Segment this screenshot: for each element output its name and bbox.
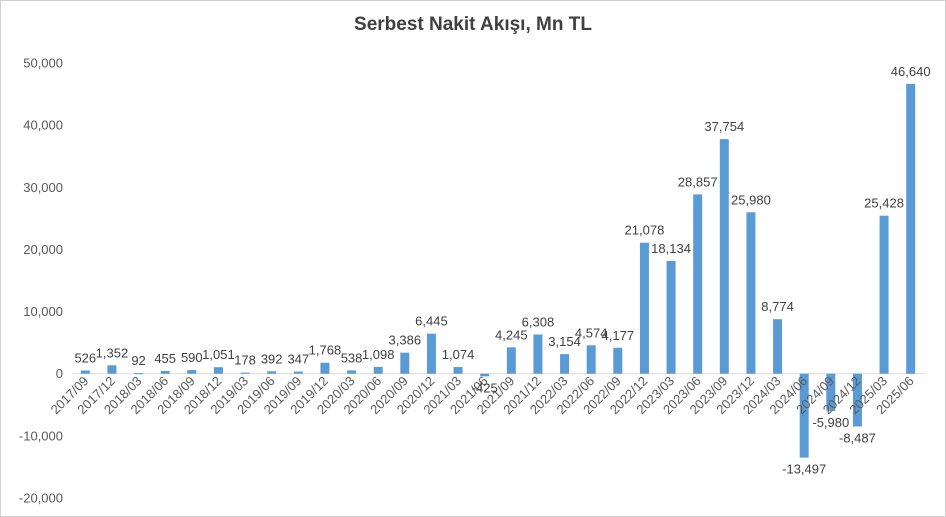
bar — [506, 347, 516, 374]
bar — [746, 212, 756, 374]
bar — [533, 334, 543, 374]
data-label: 1,352 — [96, 345, 129, 360]
bar — [666, 261, 676, 374]
bar — [906, 83, 916, 374]
data-label: 6,445 — [415, 314, 448, 329]
data-label: 37,754 — [704, 119, 744, 134]
chart-title: Serbest Nakit Akışı, Mn TL — [354, 14, 592, 35]
data-label: 6,308 — [522, 315, 555, 330]
bar — [879, 215, 889, 374]
bar — [453, 367, 463, 374]
data-label: 3,386 — [389, 333, 422, 348]
data-label: 21,078 — [625, 223, 665, 238]
bar — [107, 365, 117, 374]
bar — [560, 354, 570, 374]
y-tick-label: 40,000 — [23, 118, 63, 133]
y-tick-label: -10,000 — [19, 428, 63, 443]
data-label: 4,177 — [602, 328, 635, 343]
data-label: 28,857 — [678, 174, 718, 189]
bar — [134, 373, 144, 375]
data-label: 538 — [341, 350, 363, 365]
data-label: 392 — [261, 351, 283, 366]
data-label: 1,051 — [202, 347, 235, 362]
bar — [400, 352, 410, 374]
data-label: 1,768 — [309, 343, 342, 358]
data-label: 25,428 — [864, 196, 904, 211]
bar — [293, 371, 303, 374]
data-label: 18,134 — [651, 241, 691, 256]
bar — [426, 333, 436, 374]
bar — [267, 371, 277, 374]
data-label: 4,245 — [495, 327, 528, 342]
bar — [80, 370, 90, 374]
bar — [693, 194, 703, 374]
data-label: 92 — [131, 353, 145, 368]
bar — [773, 319, 783, 374]
y-tick-label: -20,000 — [19, 491, 63, 506]
bar — [639, 242, 649, 374]
bar — [373, 366, 383, 374]
y-tick-label: 20,000 — [23, 242, 63, 257]
data-label: 347 — [287, 352, 309, 367]
data-label: 25,980 — [731, 192, 771, 207]
bar — [160, 370, 170, 374]
bar — [826, 373, 836, 411]
data-label: -8,487 — [839, 430, 876, 445]
data-label: 1,074 — [442, 347, 475, 362]
data-label: 455 — [154, 351, 176, 366]
y-tick-label: 50,000 — [23, 56, 63, 71]
data-label: 46,640 — [891, 64, 931, 79]
bar — [586, 345, 596, 374]
data-label: 1,098 — [362, 347, 395, 362]
data-label: 4,574 — [575, 325, 608, 340]
bar — [613, 347, 623, 374]
bar — [240, 372, 250, 374]
data-label: 526 — [74, 350, 96, 365]
data-label: 8,774 — [761, 299, 794, 314]
bar — [347, 370, 357, 374]
bar — [719, 139, 729, 374]
data-label: -13,497 — [782, 462, 826, 477]
bar — [213, 367, 223, 374]
bar — [799, 373, 809, 458]
bar — [320, 362, 330, 374]
y-tick-label: 0 — [56, 366, 63, 381]
bar — [480, 373, 490, 377]
data-label: -5,980 — [812, 415, 849, 430]
bar — [852, 373, 862, 427]
y-tick-label: 10,000 — [23, 304, 63, 319]
data-label: -425 — [472, 380, 498, 395]
data-label: 590 — [181, 350, 203, 365]
y-tick-label: 30,000 — [23, 180, 63, 195]
bar — [187, 370, 197, 374]
data-label: 3,154 — [548, 334, 581, 349]
data-label: 178 — [234, 353, 256, 368]
